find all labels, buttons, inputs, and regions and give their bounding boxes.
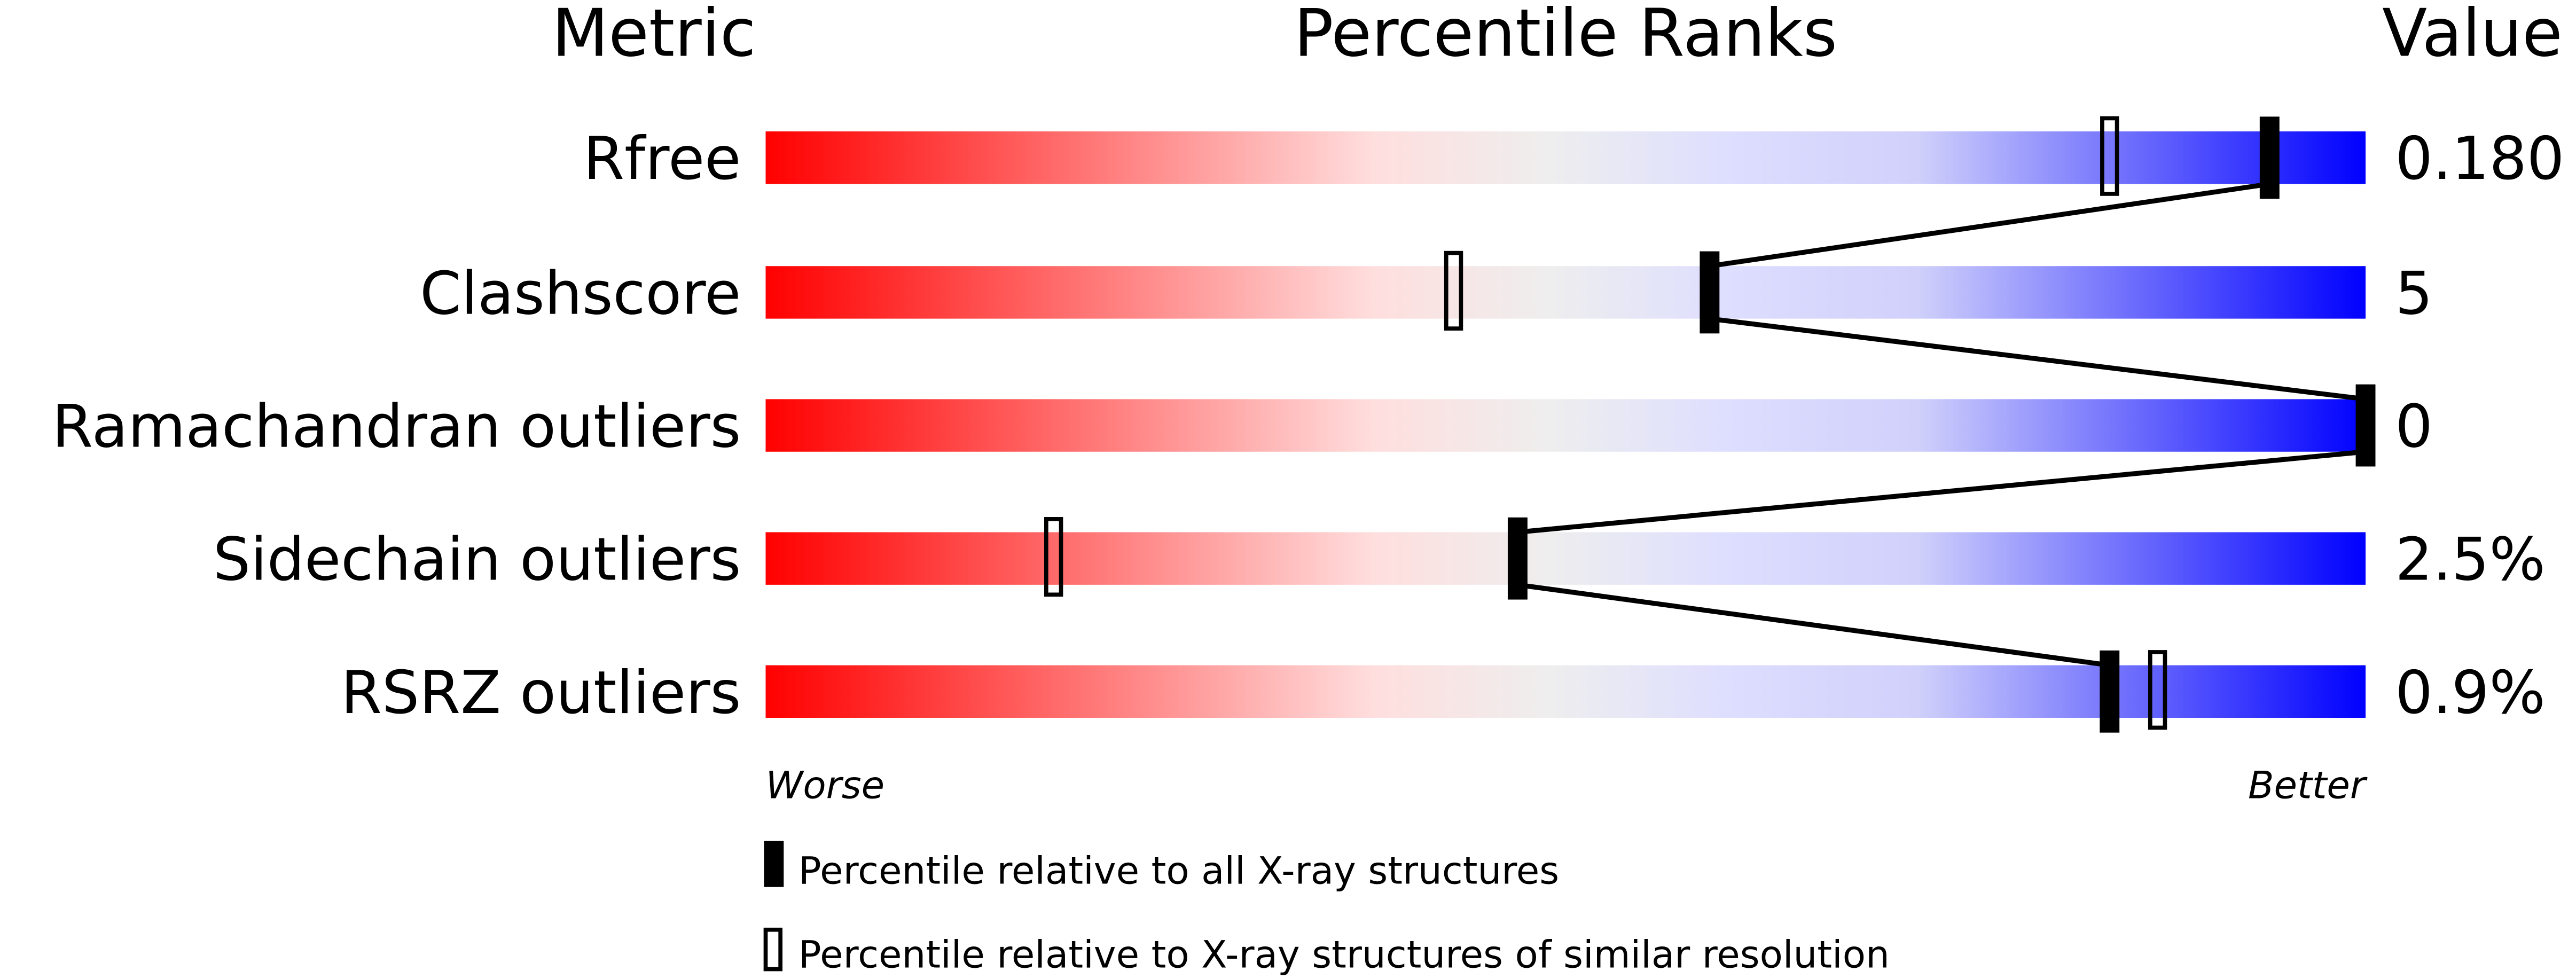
similar-resolution-marker <box>1044 517 1063 597</box>
connector-line <box>1517 449 2366 535</box>
all-structures-marker <box>2100 650 2120 733</box>
metric-value: 5 <box>2395 259 2432 328</box>
percentile-bar <box>765 665 2366 718</box>
header-value: Value <box>2382 0 2563 72</box>
percentile-bar <box>765 131 2366 184</box>
metric-value: 0.180 <box>2395 124 2564 193</box>
connector-line <box>1709 316 2366 402</box>
legend-open-marker <box>763 927 783 972</box>
similar-resolution-marker <box>1444 250 1463 331</box>
header-percentile-ranks: Percentile Ranks <box>1294 0 1837 72</box>
all-structures-marker <box>1700 251 1720 334</box>
axis-better-label: Better <box>2248 763 2368 808</box>
all-structures-marker <box>2259 116 2280 199</box>
metric-label: Rfree <box>583 124 741 193</box>
connector-line <box>1709 181 2270 269</box>
all-structures-marker <box>2355 384 2376 467</box>
similar-resolution-marker <box>2100 116 2119 196</box>
metric-value: 0 <box>2395 393 2432 461</box>
metric-value: 2.5% <box>2395 526 2545 594</box>
metric-label: Sidechain outliers <box>213 526 741 594</box>
percentile-bar <box>765 266 2366 319</box>
similar-resolution-marker <box>2148 650 2167 730</box>
metric-label: Ramachandran outliers <box>52 393 741 461</box>
legend-open-label: Percentile relative to X-ray structures … <box>798 932 1890 976</box>
percentile-bar <box>765 532 2366 585</box>
percentile-bar <box>765 399 2366 452</box>
connector-line <box>1517 582 2110 668</box>
metric-label: RSRZ outliers <box>341 659 741 727</box>
metric-label: Clashscore <box>420 259 741 328</box>
header-metric: Metric <box>552 0 756 72</box>
legend-filled-marker <box>764 841 784 887</box>
legend-filled-label: Percentile relative to all X-ray structu… <box>798 849 1559 893</box>
axis-worse-label: Worse <box>765 763 884 808</box>
all-structures-marker <box>1507 517 1528 600</box>
metric-value: 0.9% <box>2395 659 2545 727</box>
